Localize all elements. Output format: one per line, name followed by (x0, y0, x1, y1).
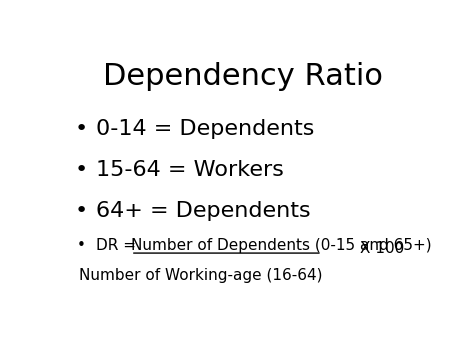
Text: X 100: X 100 (360, 241, 405, 256)
Text: DR =: DR = (96, 238, 141, 253)
Text: •: • (75, 119, 88, 139)
Text: 64+ = Dependents: 64+ = Dependents (96, 201, 310, 221)
Text: •: • (75, 160, 88, 180)
Text: Dependency Ratio: Dependency Ratio (103, 62, 383, 91)
Text: Number of Working-age (16-64): Number of Working-age (16-64) (79, 268, 322, 283)
Text: •: • (75, 201, 88, 221)
Text: 0-14 = Dependents: 0-14 = Dependents (96, 119, 314, 139)
Text: •: • (77, 238, 86, 253)
Text: 15-64 = Workers: 15-64 = Workers (96, 160, 284, 180)
Text: Number of Dependents (0-15 and 65+): Number of Dependents (0-15 and 65+) (131, 238, 431, 253)
